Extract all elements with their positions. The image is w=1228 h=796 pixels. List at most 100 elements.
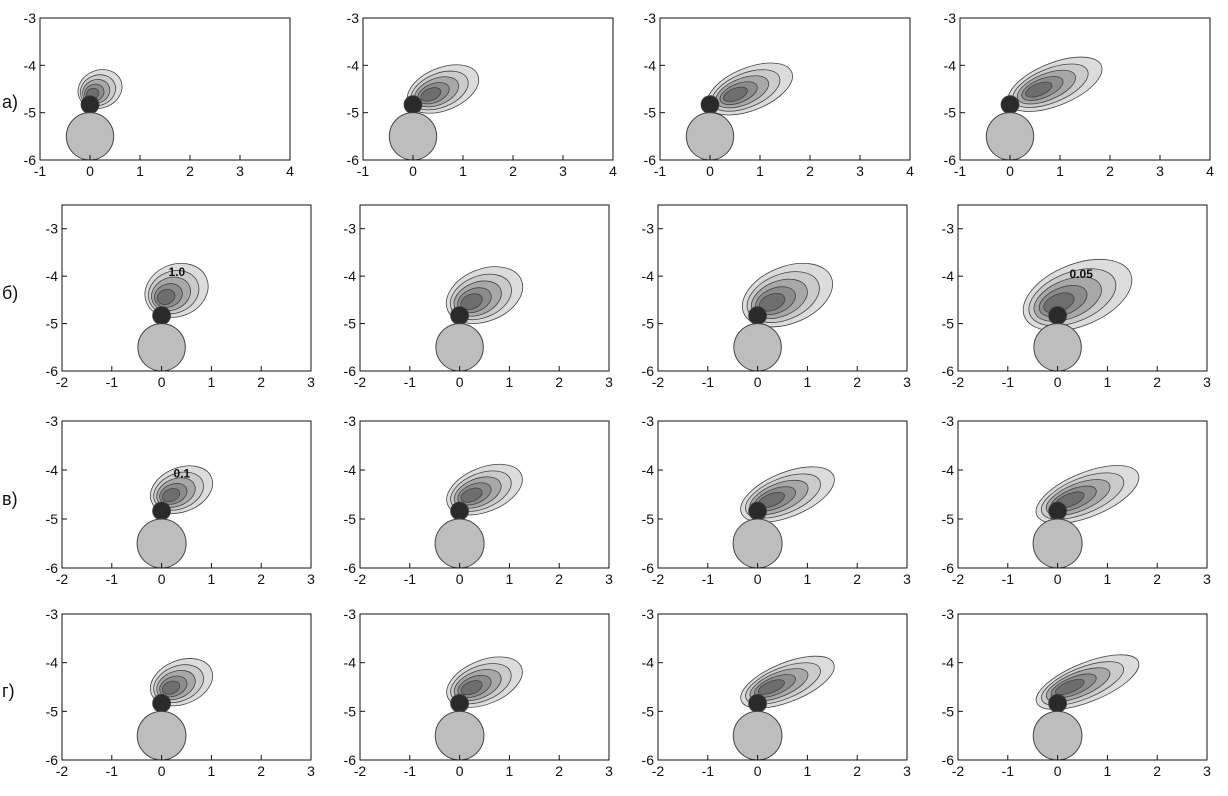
y-tick-label: -5 xyxy=(642,703,655,719)
plot-area-c2 xyxy=(434,463,523,568)
y-tick-label: -5 xyxy=(24,105,37,121)
panel-c3: -2 -1 0 1 2 3 -3 -4 -5 -6 xyxy=(642,413,912,587)
x-tick-label: 0 xyxy=(456,374,464,390)
y-tick-label: -6 xyxy=(344,560,357,576)
plot-area-a1 xyxy=(65,69,123,160)
panel-frame xyxy=(61,204,312,372)
y-tick-label: -3 xyxy=(644,10,657,26)
contour-core xyxy=(1048,501,1067,521)
y-tick-label: -5 xyxy=(942,316,955,332)
y-tick-label: -6 xyxy=(24,152,37,168)
x-tick-label: 3 xyxy=(1203,374,1211,390)
panel-frame xyxy=(657,613,908,761)
x-tick-label: 2 xyxy=(257,763,265,779)
y-tick-label: -4 xyxy=(344,655,357,671)
y-tick-label: -3 xyxy=(942,413,955,429)
x-tick-label: -1 xyxy=(357,163,370,179)
contour-level-5 xyxy=(460,293,483,311)
x-tick-label: 4 xyxy=(609,163,617,179)
contour-level-5 xyxy=(723,86,748,103)
x-tick-label: 0 xyxy=(754,763,762,779)
x-tick-label: 4 xyxy=(906,163,914,179)
x-tick-label: 0 xyxy=(706,163,714,179)
sphere-body xyxy=(985,112,1035,160)
x-tick-label: 1 xyxy=(1104,571,1112,587)
sphere-body xyxy=(137,323,186,371)
plot-area-d4 xyxy=(1032,654,1140,760)
y-tick-label: -5 xyxy=(944,105,957,121)
x-tick-label: -1 xyxy=(702,763,715,779)
panel-a1: -1 0 1 2 3 4 -3 -4 -5 -6 xyxy=(24,10,295,179)
y-tick-label: -6 xyxy=(942,752,955,768)
y-tick-label: -3 xyxy=(642,606,655,622)
x-tick-label: -1 xyxy=(404,571,417,587)
row-label-d: г) xyxy=(2,681,15,701)
sphere-body xyxy=(685,112,735,160)
contour-level-5 xyxy=(460,680,483,696)
y-tick-label: -6 xyxy=(942,363,955,379)
x-tick-label: -2 xyxy=(354,763,367,779)
sphere-body xyxy=(1032,710,1083,760)
x-tick-label: -1 xyxy=(702,374,715,390)
x-tick-label: 2 xyxy=(555,763,563,779)
y-tick-label: -4 xyxy=(942,462,955,478)
y-tick-label: -6 xyxy=(644,152,657,168)
contour-core xyxy=(450,306,470,325)
panel-frame xyxy=(362,17,614,161)
x-tick-label: -2 xyxy=(354,571,367,587)
x-tick-label: -1 xyxy=(1002,763,1015,779)
contour-value-label: 0.1 xyxy=(174,466,191,480)
y-tick-label: -6 xyxy=(344,752,357,768)
y-tick-label: -5 xyxy=(46,703,59,719)
y-tick-label: -3 xyxy=(46,606,59,622)
panel-b3: -2 -1 0 1 2 3 -3 -4 -5 -6 xyxy=(642,204,911,390)
x-tick-label: -1 xyxy=(1002,571,1015,587)
y-tick-label: -5 xyxy=(642,316,655,332)
contour-core xyxy=(1048,693,1067,713)
panel-c2: -2 -1 0 1 2 3 -3 -4 -5 -6 xyxy=(344,413,614,587)
panel-d1: -2 -1 0 1 2 3 -3 -4 -5 -6 xyxy=(46,606,316,779)
y-tick-label: -5 xyxy=(942,511,955,527)
x-tick-label: -1 xyxy=(1002,374,1015,390)
x-tick-label: 0 xyxy=(1054,374,1062,390)
x-tick-label: 1 xyxy=(506,571,514,587)
x-tick-label: 2 xyxy=(1153,374,1161,390)
y-tick-label: -4 xyxy=(942,268,955,284)
panel-a2: -1 0 1 2 3 4 -3 -4 -5 -6 xyxy=(347,10,618,179)
x-tick-label: 3 xyxy=(236,163,244,179)
plot-area-d1 xyxy=(136,658,214,760)
y-tick-label: -3 xyxy=(642,413,655,429)
y-tick-label: -4 xyxy=(347,57,360,73)
sphere-body xyxy=(136,518,187,568)
x-tick-label: 1 xyxy=(1104,763,1112,779)
contour-level-5 xyxy=(161,680,181,695)
x-tick-label: 2 xyxy=(555,571,563,587)
panel-c1: 0.1 -2 -1 0 1 2 3 -3 -4 -5 -6 xyxy=(46,413,316,587)
x-tick-label: 2 xyxy=(555,374,563,390)
contour-core xyxy=(152,501,172,521)
x-tick-label: 3 xyxy=(903,374,911,390)
x-tick-label: -2 xyxy=(952,571,965,587)
x-tick-label: 3 xyxy=(856,163,864,179)
sphere-body xyxy=(1032,518,1083,568)
y-tick-label: -3 xyxy=(944,10,957,26)
x-tick-label: -1 xyxy=(954,163,967,179)
panel-frame xyxy=(359,420,610,569)
contour-level-5 xyxy=(757,679,785,695)
x-tick-label: 3 xyxy=(1203,571,1211,587)
y-tick-label: -6 xyxy=(46,752,59,768)
y-tick-label: -6 xyxy=(642,560,655,576)
x-tick-label: -2 xyxy=(56,374,69,390)
x-tick-label: 3 xyxy=(903,763,911,779)
contour-core xyxy=(1048,306,1067,325)
x-tick-label: 3 xyxy=(605,374,613,390)
y-tick-label: -6 xyxy=(347,152,360,168)
contour-level-5 xyxy=(1054,678,1085,696)
x-tick-label: 0 xyxy=(158,374,166,390)
panel-frame xyxy=(959,17,1211,161)
contour-core xyxy=(748,306,767,325)
x-tick-label: 0 xyxy=(158,571,166,587)
plot-area-c4 xyxy=(1032,465,1140,568)
y-tick-label: -5 xyxy=(344,316,357,332)
